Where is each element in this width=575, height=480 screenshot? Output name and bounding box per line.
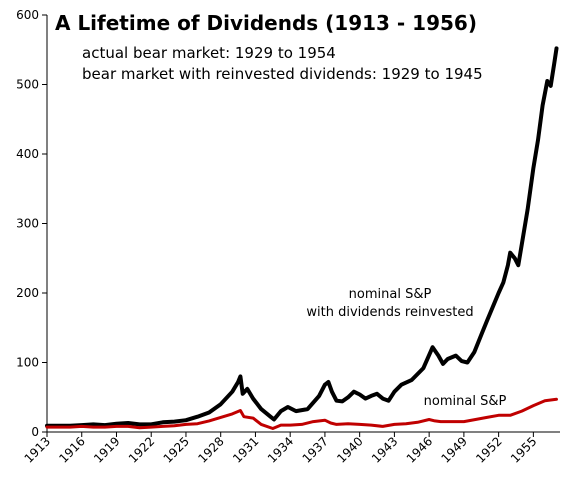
x-tick-label: 1925 — [161, 434, 192, 465]
y-tick-label: 200 — [16, 286, 39, 300]
x-tick-label: 1955 — [508, 434, 539, 465]
x-tick-label: 1937 — [300, 434, 331, 465]
x-tick-label: 1952 — [473, 434, 504, 465]
y-tick-label: 300 — [16, 217, 39, 231]
x-tick-label: 1919 — [91, 434, 122, 465]
annotation-reinvested-line2: with dividends reinvested — [306, 305, 473, 320]
chart-subtitle-2: bear market with reinvested dividends: 1… — [82, 65, 483, 83]
x-tick-label: 1922 — [126, 434, 157, 465]
y-tick-label: 0 — [31, 425, 39, 439]
y-tick-label: 100 — [16, 356, 39, 370]
chart-title: A Lifetime of Dividends (1913 - 1956) — [55, 11, 477, 35]
x-tick-label: 1943 — [369, 434, 400, 465]
annotation-reinvested-line1: nominal S&P — [349, 287, 432, 302]
y-tick-label: 600 — [16, 8, 39, 22]
x-tick-label: 1931 — [230, 434, 261, 465]
x-tick-label: 1928 — [195, 434, 226, 465]
x-tick-label: 1949 — [439, 434, 470, 465]
x-tick-label: 1934 — [265, 434, 296, 465]
x-tick-label: 1913 — [22, 434, 53, 465]
x-tick-label: 1946 — [404, 434, 435, 465]
x-tick-label: 1940 — [334, 434, 365, 465]
x-tick-label: 1916 — [56, 434, 87, 465]
y-tick-label: 500 — [16, 78, 39, 92]
y-tick-label: 400 — [16, 147, 39, 161]
series-layer — [45, 46, 559, 430]
chart-subtitle-1: actual bear market: 1929 to 1954 — [82, 44, 336, 62]
series-line-nominal — [45, 397, 558, 430]
series-line-reinvested — [45, 46, 559, 428]
annotation-nominal: nominal S&P — [424, 394, 507, 409]
